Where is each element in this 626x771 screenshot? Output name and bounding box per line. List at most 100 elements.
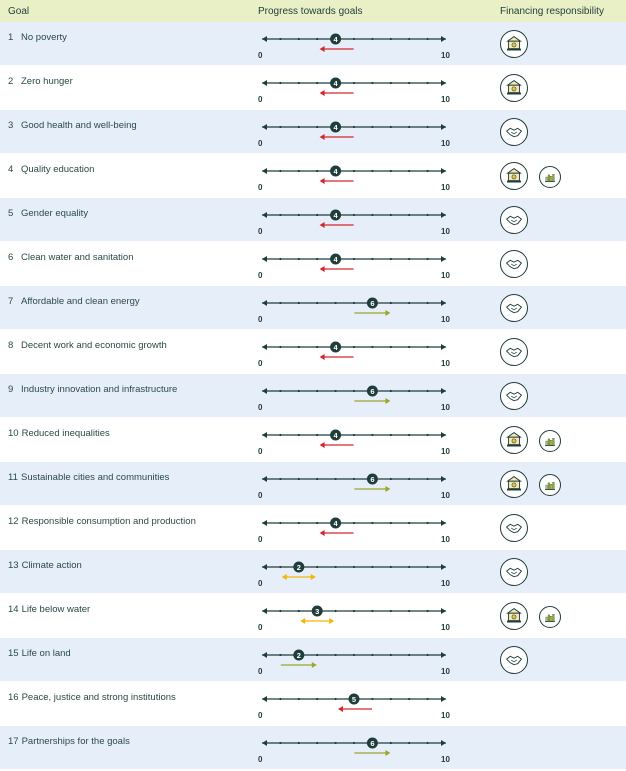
scale-tick [408, 37, 411, 41]
progress-scale: 4 0 10 [258, 154, 454, 197]
scale-right-arrowhead [441, 740, 446, 746]
bank-icon [500, 426, 528, 454]
scale-tick [352, 521, 356, 525]
progress-value: 3 [315, 607, 319, 616]
trend-arrowhead [385, 398, 391, 404]
scale-tick [279, 301, 282, 305]
scale-left-arrowhead [262, 564, 267, 570]
scale-tick [352, 37, 356, 41]
scale-tick [297, 37, 300, 41]
scale-tick [408, 257, 411, 261]
goal-name: Industry innovation and infrastructure [21, 384, 178, 395]
progress-value: 4 [334, 343, 339, 352]
trend-arrowhead [319, 222, 325, 228]
goal-number: 15 [8, 648, 19, 659]
scale-tick [279, 213, 282, 217]
progress-scale: 6 0 10 [258, 462, 454, 505]
scale-tick [389, 81, 392, 85]
scale-tick [334, 477, 337, 481]
scale-max-label: 10 [441, 139, 450, 148]
progress-value: 6 [370, 475, 374, 484]
scale-tick [389, 521, 392, 525]
progress-scale: 2 0 10 [258, 550, 454, 593]
table-row: 15 Life on land 2 0 10 [0, 638, 626, 682]
progress-scale-graphic: 4 [262, 429, 446, 448]
scale-max-label: 10 [441, 667, 450, 676]
scale-min-label: 0 [258, 535, 263, 544]
progress-value: 4 [334, 79, 339, 88]
scale-tick [408, 125, 411, 129]
scale-max-label: 10 [441, 183, 450, 192]
scale-min-label: 0 [258, 623, 263, 632]
scale-tick [316, 257, 319, 261]
scale-tick [426, 389, 429, 393]
scale-left-arrowhead [262, 388, 267, 394]
handshake-icon [500, 206, 528, 234]
trend-arrowhead [311, 662, 317, 668]
progress-value: 4 [334, 255, 339, 264]
scale-tick [316, 81, 319, 85]
trend-arrowhead [319, 530, 325, 536]
table-row: 7 Affordable and clean energy 6 0 10 [0, 286, 626, 330]
scale-tick [297, 697, 300, 701]
scale-max-label: 10 [441, 271, 450, 280]
scale-tick [426, 257, 429, 261]
goal-name: Climate action [21, 560, 82, 571]
scale-min-label: 0 [258, 667, 263, 676]
table-row: 16 Peace, justice and strong institutions… [0, 682, 626, 726]
scale-right-arrowhead [441, 36, 446, 42]
progress-marker [330, 33, 342, 45]
goal-label: 9 Industry innovation and infrastructure [8, 384, 177, 395]
scale-tick [389, 37, 392, 41]
goal-number: 2 [8, 76, 14, 87]
scale-tick [426, 81, 429, 85]
scale-min-label: 0 [258, 359, 263, 368]
scale-right-arrowhead [441, 696, 446, 702]
progress-value: 4 [334, 123, 339, 132]
progress-marker [330, 341, 342, 353]
table-body: 1 No poverty 4 0 10 2 Zero hunger 4 0 10 3 Good hea… [0, 22, 626, 770]
scale-right-arrowhead [441, 80, 446, 86]
scale-tick [389, 169, 392, 173]
scale-tick [426, 477, 429, 481]
scale-tick [371, 125, 374, 129]
scale-tick [279, 697, 282, 701]
goal-name: Peace, justice and strong institutions [21, 692, 176, 703]
scale-max-label: 10 [441, 95, 450, 104]
goal-name: Quality education [21, 164, 95, 175]
goal-number: 13 [8, 560, 19, 571]
goal-label: 17 Partnerships for the goals [8, 736, 130, 747]
goal-name: Good health and well-being [21, 120, 137, 131]
scale-right-arrowhead [441, 124, 446, 130]
scale-tick [389, 565, 392, 569]
scale-min-label: 0 [258, 51, 263, 60]
goal-number: 6 [8, 252, 14, 263]
progress-scale-graphic: 2 [262, 649, 446, 668]
trend-arrowhead [319, 442, 325, 448]
scale-tick [371, 345, 374, 349]
trend-arrowhead [281, 574, 287, 580]
scale-tick [279, 609, 282, 613]
scale-tick [279, 565, 282, 569]
table-row: 1 No poverty 4 0 10 [0, 22, 626, 66]
progress-scale-graphic: 3 [262, 605, 446, 624]
scale-min-label: 0 [258, 139, 263, 148]
scale-left-arrowhead [262, 432, 267, 438]
scale-max-label: 10 [441, 623, 450, 632]
scale-tick [297, 741, 300, 745]
scale-min-label: 0 [258, 447, 263, 456]
scale-tick [371, 697, 374, 701]
scale-tick [297, 301, 300, 305]
progress-scale: 4 0 10 [258, 198, 454, 241]
scale-tick [352, 389, 356, 393]
progress-scale-graphic: 4 [262, 341, 446, 360]
goal-label: 6 Clean water and sanitation [8, 252, 134, 263]
scale-tick [279, 125, 282, 129]
goal-name: Life below water [21, 604, 91, 615]
scale-tick [334, 697, 337, 701]
goal-name: Partnerships for the goals [21, 736, 130, 747]
scale-right-arrowhead [441, 520, 446, 526]
scale-left-arrowhead [262, 212, 267, 218]
progress-marker [330, 517, 342, 529]
scale-tick [279, 433, 282, 437]
